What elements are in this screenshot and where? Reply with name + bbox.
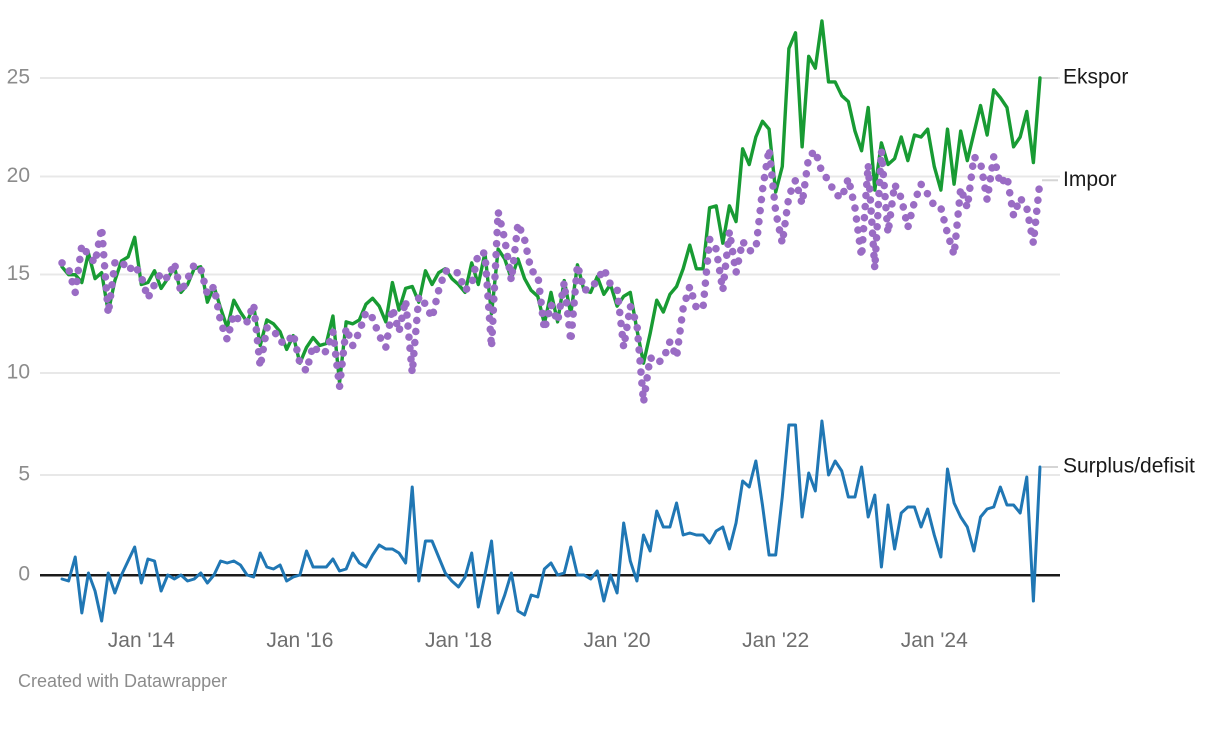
x-tick-label: Jan '14 (108, 629, 175, 652)
series-line-ekspor (60, 19, 1042, 385)
series-line-impor (58, 145, 1044, 407)
gridlines-top-panel (40, 77, 1060, 374)
x-tick-label: Jan '22 (742, 629, 809, 652)
y-tick-label: 0 (18, 563, 30, 586)
y-tick-label: 15 (7, 262, 30, 285)
y-tick-label: 10 (7, 361, 30, 384)
x-axis-labels: Jan '14 Jan '16 Jan '18 Jan '20 Jan '22 Jan '… (108, 629, 968, 652)
y-axis-labels-bottom-panel: 05 (18, 463, 30, 586)
series-label-ekspor: Ekspor (1063, 66, 1128, 89)
y-axis-labels-top-panel: 10 15 20 25 (7, 66, 30, 384)
y-tick-label: 20 (7, 164, 30, 187)
series-label-impor: Impor (1063, 168, 1117, 191)
x-tick-label: Jan '20 (584, 629, 651, 652)
x-tick-label: Jan '18 (425, 629, 492, 652)
x-tick-label: Jan '16 (266, 629, 333, 652)
series-inline-labels: Ekspor Impor Surplus/defisit (1042, 66, 1195, 478)
x-tick-label: Jan '24 (901, 629, 968, 652)
series-label-surplus-defisit: Surplus/defisit (1063, 455, 1195, 478)
y-tick-label: 5 (18, 463, 30, 486)
y-tick-label: 25 (7, 66, 30, 89)
series-line-surplus-defisit (60, 419, 1042, 623)
datawrapper-credit: Created with Datawrapper (18, 671, 227, 691)
